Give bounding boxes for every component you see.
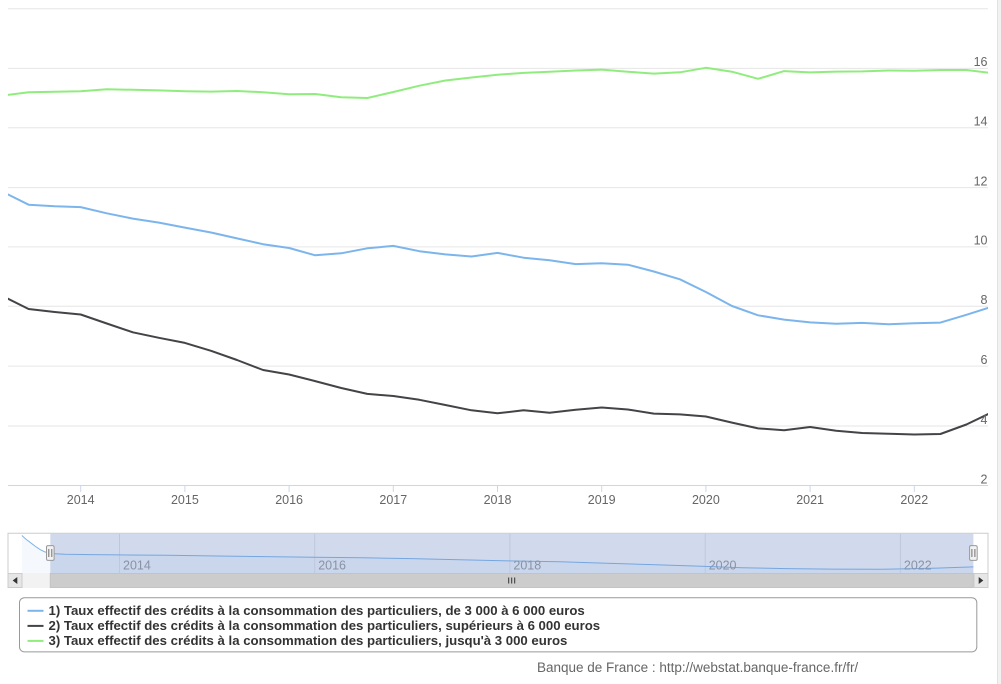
svg-text:2014: 2014 <box>123 558 151 572</box>
svg-text:Banque de France : http://webs: Banque de France : http://webstat.banque… <box>537 660 858 675</box>
svg-text:2018: 2018 <box>513 558 541 572</box>
svg-text:2016: 2016 <box>275 493 303 507</box>
svg-text:2022: 2022 <box>904 558 932 572</box>
svg-text:4: 4 <box>981 413 988 427</box>
svg-text:2016: 2016 <box>318 558 346 572</box>
svg-text:10: 10 <box>974 234 988 248</box>
svg-text:14: 14 <box>974 115 988 129</box>
svg-text:2020: 2020 <box>709 558 737 572</box>
svg-text:2020: 2020 <box>692 493 720 507</box>
svg-text:2: 2 <box>981 472 988 486</box>
svg-text:2014: 2014 <box>67 493 95 507</box>
svg-text:2015: 2015 <box>171 493 199 507</box>
svg-text:12: 12 <box>974 174 988 188</box>
svg-text:3) Taux effectif des crédits à: 3) Taux effectif des crédits à la consom… <box>49 633 568 648</box>
svg-text:2022: 2022 <box>900 493 928 507</box>
svg-text:1) Taux effectif des crédits à: 1) Taux effectif des crédits à la consom… <box>49 603 585 618</box>
svg-text:2017: 2017 <box>379 493 407 507</box>
svg-text:8: 8 <box>981 293 988 307</box>
svg-text:2021: 2021 <box>796 493 824 507</box>
svg-text:16: 16 <box>974 55 988 69</box>
svg-text:2) Taux effectif des crédits à: 2) Taux effectif des crédits à la consom… <box>49 618 601 633</box>
svg-text:2018: 2018 <box>484 493 512 507</box>
svg-text:2019: 2019 <box>588 493 616 507</box>
svg-text:6: 6 <box>981 353 988 367</box>
